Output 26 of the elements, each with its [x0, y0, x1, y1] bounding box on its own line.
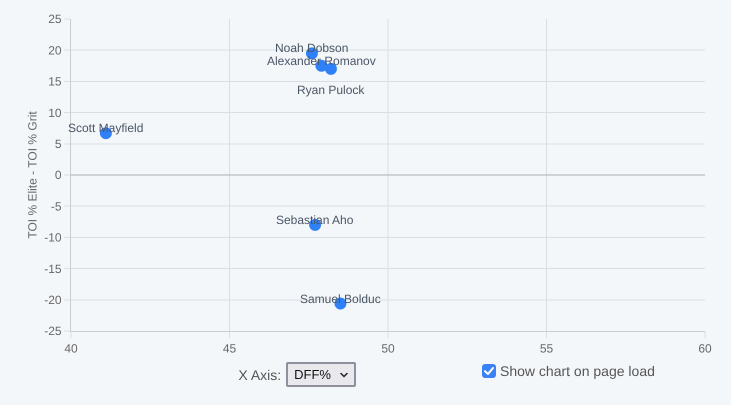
y-axis-title: TOI % Elite - TOI % Grit — [26, 110, 40, 239]
x-tick-label: 45 — [222, 341, 236, 356]
x-tick-label: 55 — [540, 341, 554, 356]
y-tick-label: -15 — [44, 262, 62, 276]
series-label: Sebastian Aho — [276, 213, 354, 227]
series-label: Ryan Pulock — [297, 83, 366, 97]
y-tick-label: -5 — [50, 199, 62, 214]
text: X Axis: — [238, 366, 282, 382]
y-tick-label: -10 — [44, 230, 62, 245]
y-tick-label: -20 — [44, 293, 62, 307]
y-tick-label: 10 — [48, 106, 62, 120]
dropdown-field: DFF% — [286, 362, 356, 387]
y-tick-label: 5 — [54, 137, 62, 151]
series-label: Samuel Bolduc — [300, 292, 381, 306]
y-tick-label: -25 — [44, 324, 62, 338]
series-label: Scott Mayfield — [68, 121, 144, 135]
y-tick-label: 15 — [48, 74, 62, 89]
x-tick-label: 50 — [381, 341, 395, 356]
series-label: Noah Dobson — [275, 41, 348, 55]
x-axis-title: DFF% — [294, 367, 331, 382]
x-tick-label: 40 — [64, 341, 78, 356]
y-tick-label: 20 — [48, 43, 62, 58]
x-tick-label: 60 — [698, 341, 712, 356]
text: Show chart on page load — [500, 363, 655, 379]
y-tick-label: 0 — [54, 168, 62, 182]
y-tick-label: 25 — [48, 12, 62, 26]
